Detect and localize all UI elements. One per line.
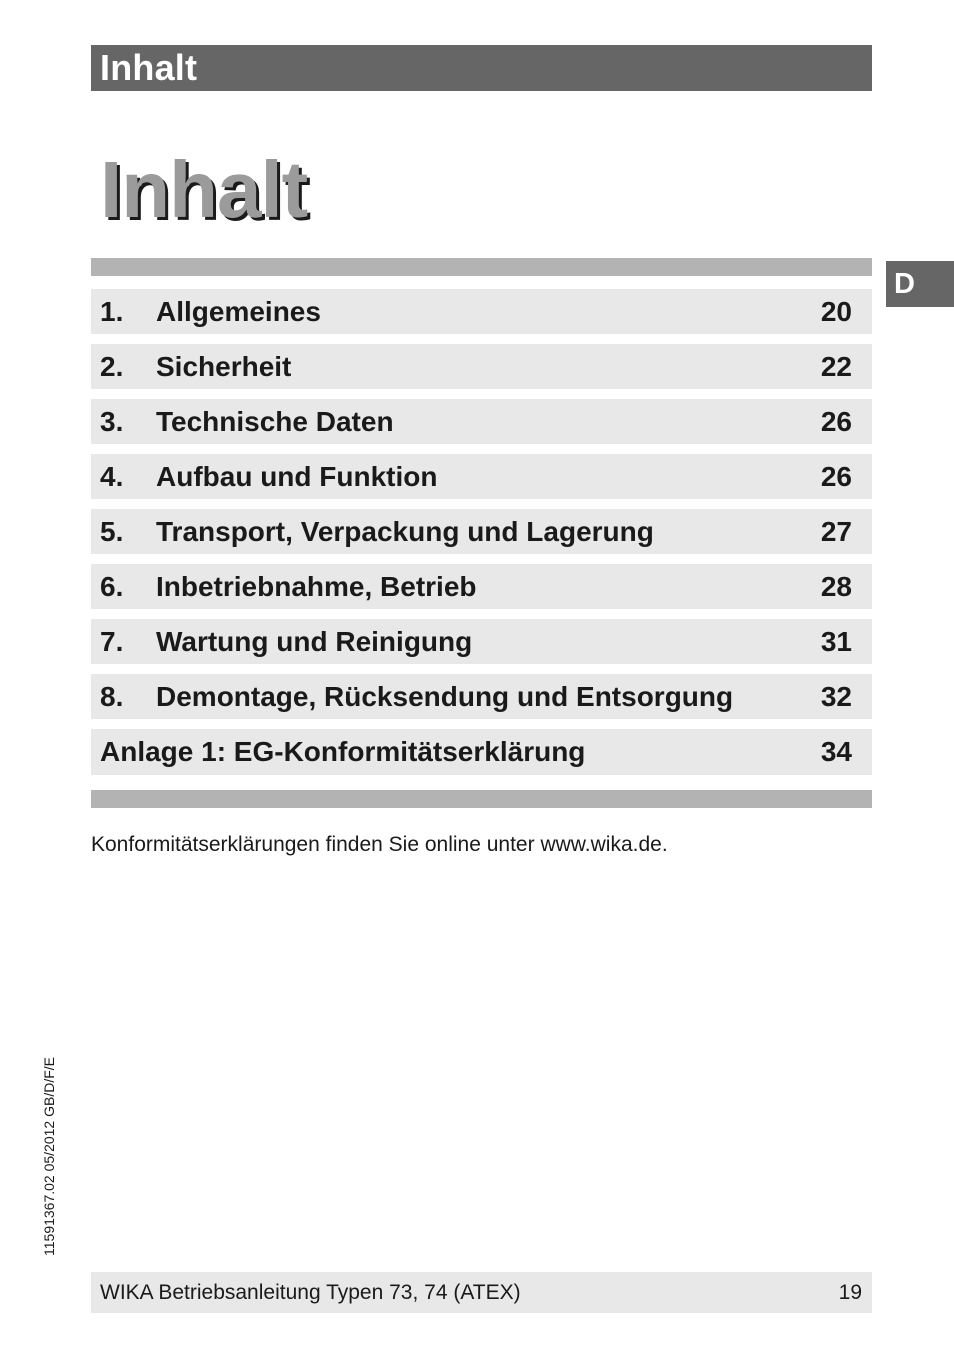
toc-entry-demontage[interactable]: 8. Demontage, Rücksendung und Entsorgung… <box>91 674 872 719</box>
toc-entry-title: Sicherheit <box>156 351 292 382</box>
toc-entry-title: Allgemeines <box>156 296 321 327</box>
section-header-title: Inhalt <box>100 47 198 88</box>
toc-entry-technische-daten[interactable]: 3. Technische Daten 26 <box>91 399 872 444</box>
toc-entry-page: 31 <box>820 626 852 657</box>
toc-entry-title: Technische Daten <box>156 406 394 437</box>
section-header-bar: Inhalt <box>91 45 872 91</box>
toc-entry-page: 27 <box>820 516 852 547</box>
table-of-contents: 1. Allgemeines 20 2. Sicherheit 22 3. Te… <box>91 289 872 785</box>
page-title: Inhalt <box>100 145 308 234</box>
toc-entry-number: 7. <box>100 626 124 657</box>
top-divider <box>91 258 872 276</box>
toc-entry-page: 26 <box>820 461 852 492</box>
document-code: 11591367.02 05/2012 GB/D/F/E <box>41 1057 57 1256</box>
toc-entry-page: 26 <box>820 406 852 437</box>
toc-entry-sicherheit[interactable]: 2. Sicherheit 22 <box>91 344 872 389</box>
toc-entry-number: 5. <box>100 516 124 547</box>
bottom-divider <box>91 790 872 808</box>
page-footer: WIKA Betriebsanleitung Typen 73, 74 (ATE… <box>91 1272 872 1313</box>
footer-page-number: 19 <box>838 1281 862 1304</box>
language-tab[interactable]: D <box>886 261 954 307</box>
conformity-note: Konformitätserklärungen finden Sie onlin… <box>91 833 668 856</box>
language-tab-label: D <box>894 268 915 300</box>
toc-entry-number: 6. <box>100 571 124 602</box>
toc-entry-appendix[interactable]: Anlage 1: EG-Konformitätserklärung 34 <box>91 729 872 775</box>
toc-entry-number: 4. <box>100 461 124 492</box>
toc-entry-allgemeines[interactable]: 1. Allgemeines 20 <box>91 289 872 334</box>
toc-entry-title: Demontage, Rücksendung und Entsorgung <box>156 681 734 712</box>
toc-entry-number: 2. <box>100 351 124 382</box>
toc-entry-number: 1. <box>100 296 124 327</box>
toc-entry-wartung[interactable]: 7. Wartung und Reinigung 31 <box>91 619 872 664</box>
toc-entry-number: 3. <box>100 406 124 437</box>
toc-entry-page: 28 <box>820 571 852 602</box>
toc-entry-title: Transport, Verpackung und Lagerung <box>156 516 654 547</box>
toc-entry-page: 20 <box>820 296 852 327</box>
toc-entry-title: Wartung und Reinigung <box>156 626 473 657</box>
toc-entry-inbetriebnahme[interactable]: 6. Inbetriebnahme, Betrieb 28 <box>91 564 872 609</box>
footer-title: WIKA Betriebsanleitung Typen 73, 74 (ATE… <box>100 1281 521 1304</box>
toc-appendix-title: Anlage 1: EG-Konformitätserklärung <box>100 736 586 767</box>
toc-entry-aufbau-und-funktion[interactable]: 4. Aufbau und Funktion 26 <box>91 454 872 499</box>
toc-entry-page: 32 <box>820 681 852 712</box>
toc-appendix-page: 34 <box>820 736 852 767</box>
toc-entry-title: Aufbau und Funktion <box>156 461 438 492</box>
toc-entry-title: Inbetriebnahme, Betrieb <box>156 571 477 602</box>
toc-entry-transport[interactable]: 5. Transport, Verpackung und Lagerung 27 <box>91 509 872 554</box>
toc-entry-number: 8. <box>100 681 124 712</box>
toc-entry-page: 22 <box>820 351 852 382</box>
